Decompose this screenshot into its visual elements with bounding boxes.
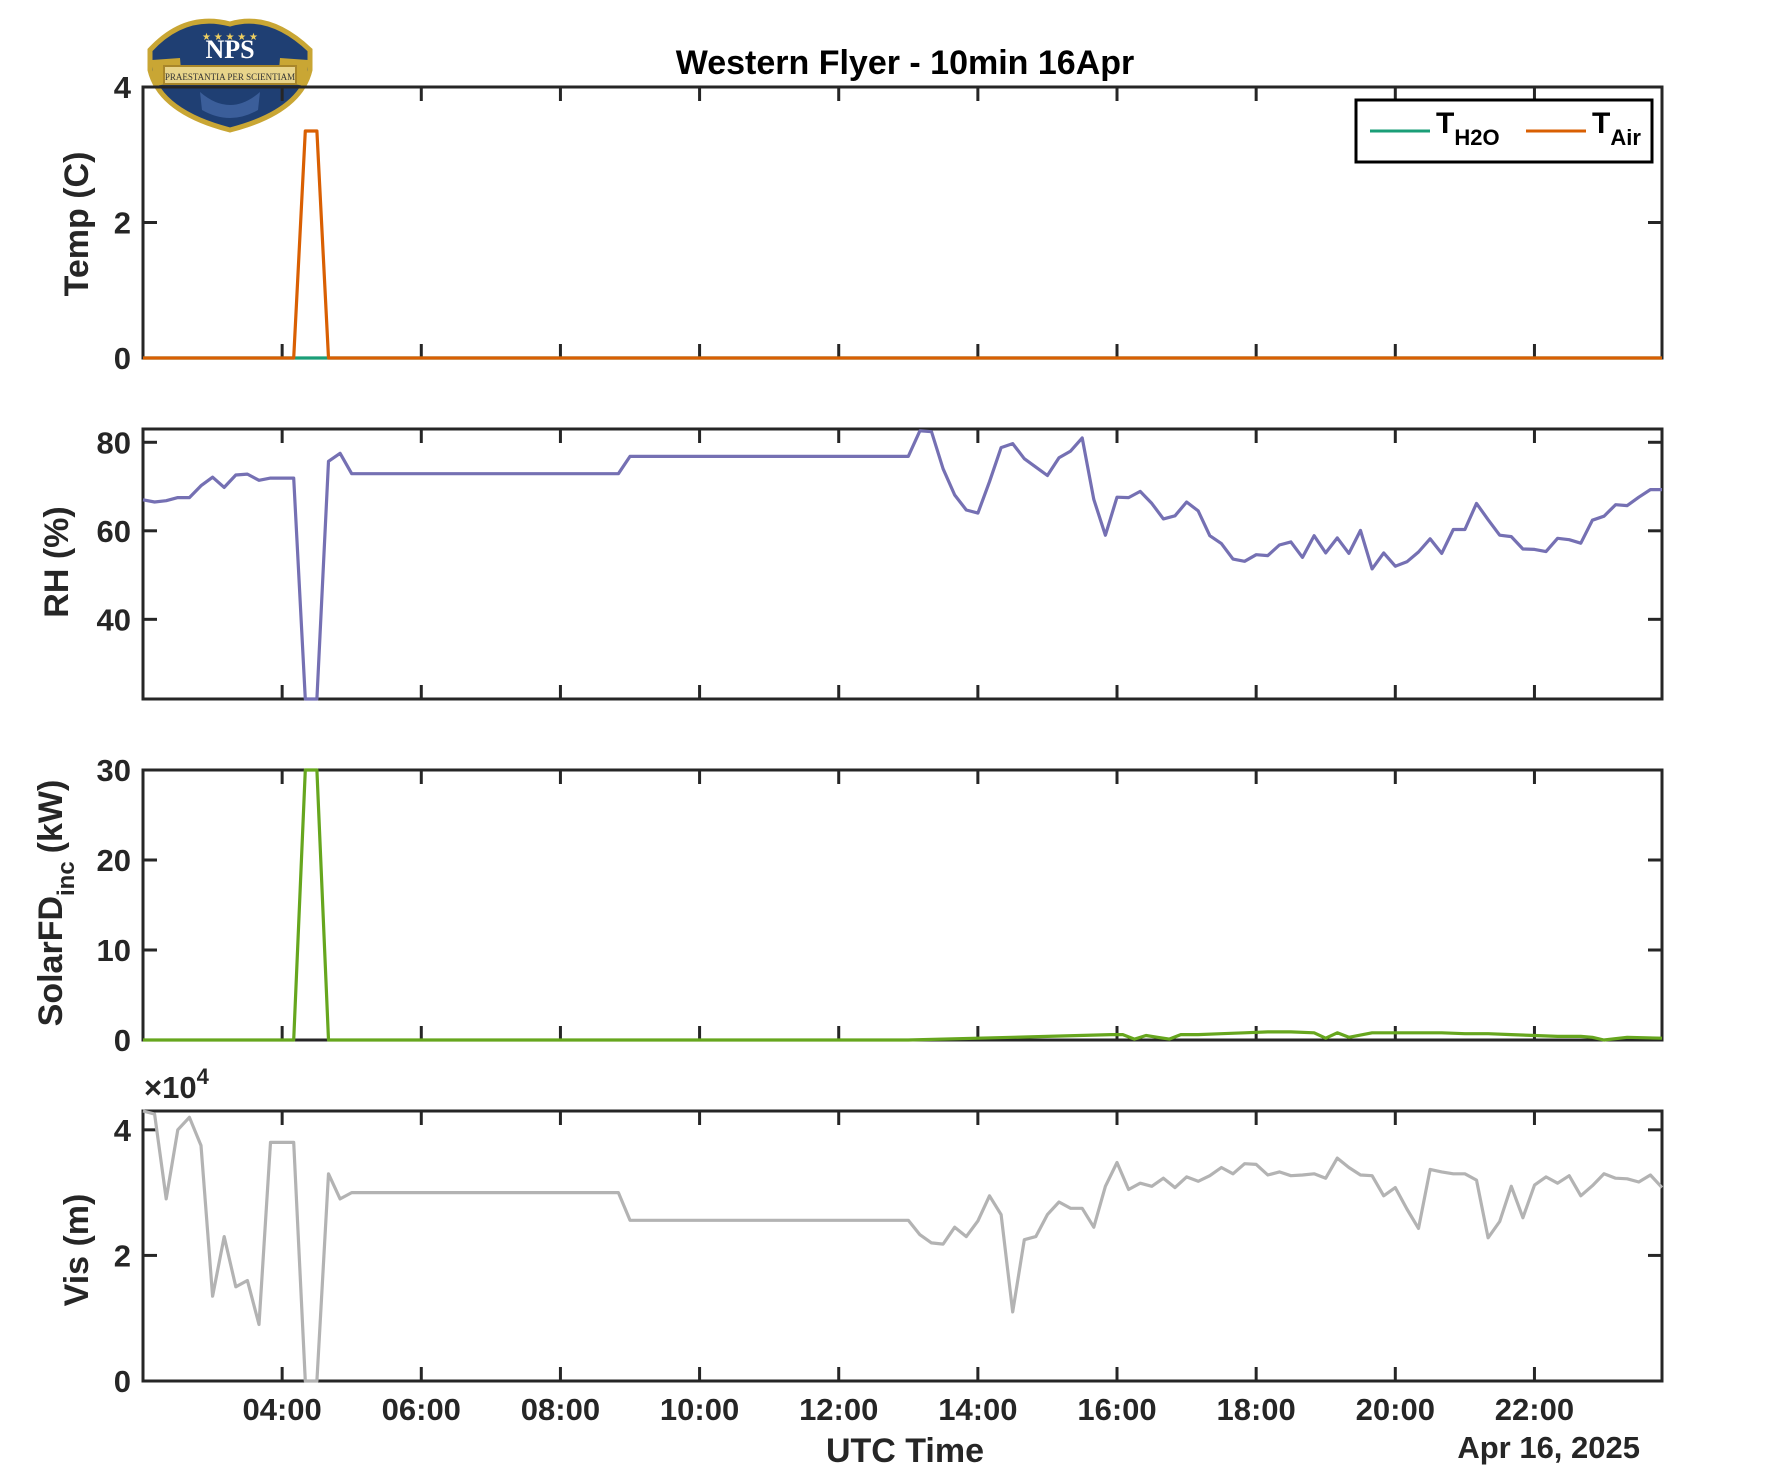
chart-title: Western Flyer - 10min 16Apr	[676, 44, 1135, 82]
xtick-label: 10:00	[660, 1392, 739, 1427]
solar-ytick-label: 0	[114, 1023, 131, 1058]
rh-series-line-rh	[142, 429, 1662, 701]
xlabel: UTC Time	[826, 1432, 984, 1470]
xtick-label: 20:00	[1356, 1392, 1435, 1427]
solar-series-line-solar	[143, 768, 1663, 1042]
logo-shield-base	[200, 92, 260, 118]
xtick-label: 16:00	[1077, 1392, 1156, 1427]
legend-label-h2o: TH2O	[1436, 107, 1500, 150]
temp-ytick-label: 0	[114, 341, 131, 376]
temp-ytick-label: 4	[114, 70, 132, 105]
solar-ytick-label: 10	[97, 933, 131, 968]
xtick-label: 12:00	[799, 1392, 878, 1427]
ylabel-solar-main: SolarFD	[32, 896, 70, 1026]
vis-panel: 04:00 06:00 08:00 10:00 12:00 14:00 16:00 18:00…	[114, 1109, 1664, 1427]
vis-ytick-label: 0	[114, 1364, 131, 1399]
rh-axes-box	[141, 427, 1664, 701]
legend-label-air: TAir	[1592, 107, 1641, 150]
vis-axes-box	[141, 1109, 1664, 1383]
ylabel-rh: RH (%)	[38, 506, 76, 617]
date-label: Apr 16, 2025	[1457, 1430, 1640, 1465]
solar-ytick-label: 30	[97, 753, 131, 788]
nps-logo: NPS PRAESTANTIA PER SCIENTIAM ★ ★ ★ ★ ★	[147, 18, 313, 133]
ylabel-temp: Temp (C)	[58, 152, 96, 297]
temp-ytick-label: 2	[114, 206, 131, 241]
legend: TH2O TAir	[1354, 98, 1654, 164]
solar-panel: 0 10 20 30	[97, 753, 1664, 1058]
rh-ytick-label: 80	[97, 425, 131, 460]
legend-air-main: T	[1592, 107, 1610, 140]
xtick-label: 08:00	[521, 1392, 600, 1427]
legend-h2o-sub: H2O	[1454, 125, 1499, 150]
rh-ytick-label: 40	[97, 602, 131, 637]
rh-ytick-label: 60	[97, 514, 131, 549]
vis-ytick-label: 4	[114, 1113, 132, 1148]
logo-motto: PRAESTANTIA PER SCIENTIAM	[165, 72, 295, 82]
legend-air-sub: Air	[1610, 125, 1641, 150]
vis-exponent-power: 4	[197, 1064, 210, 1089]
xtick-label: 22:00	[1495, 1392, 1574, 1427]
logo-stars: ★ ★ ★ ★ ★	[202, 32, 258, 43]
vis-exponent-base: ×10	[144, 1070, 197, 1105]
xtick-label: 04:00	[242, 1392, 321, 1427]
vis-series-line-vis	[142, 1109, 1664, 1383]
ylabel-solar-unit: (kW)	[32, 780, 70, 854]
temp-series-line-tair	[143, 129, 1662, 360]
xtick-label: 06:00	[382, 1392, 461, 1427]
ylabel-solar-sub: inc	[53, 861, 80, 896]
logo-text: NPS	[205, 35, 254, 64]
xtick-label: 14:00	[938, 1392, 1017, 1427]
solar-ytick-label: 20	[97, 843, 131, 878]
vis-exponent-label: ×104	[144, 1064, 210, 1105]
ylabel-solar: SolarFDinc (kW)	[32, 780, 80, 1027]
legend-h2o-main: T	[1436, 107, 1454, 140]
logo-ribbon	[163, 65, 297, 85]
temp-panel: 0 2 4	[114, 70, 1664, 376]
ylabel-vis: Vis (m)	[58, 1194, 96, 1307]
rh-panel: 40 60 80	[97, 425, 1664, 701]
vis-ytick-label: 2	[114, 1238, 131, 1273]
xtick-label: 18:00	[1217, 1392, 1296, 1427]
